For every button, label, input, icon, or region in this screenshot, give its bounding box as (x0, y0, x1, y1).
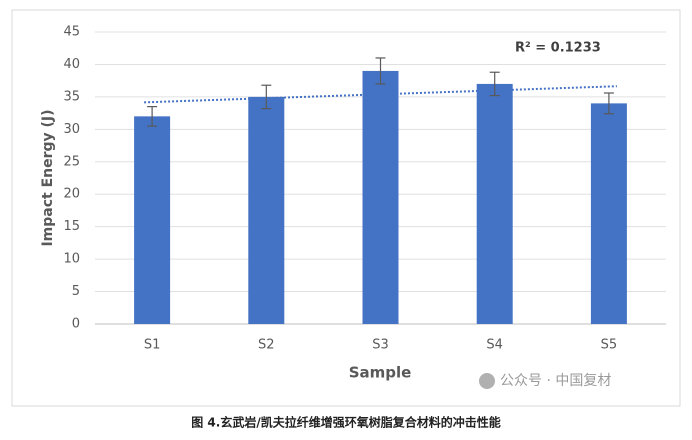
x-tick-label: S5 (601, 338, 618, 353)
y-tick-label: 10 (63, 252, 80, 267)
x-tick-label: S4 (486, 338, 503, 353)
x-tick-label: S2 (258, 338, 275, 353)
y-tick-label: 40 (63, 57, 80, 72)
y-tick-label: 35 (63, 89, 80, 104)
bar (362, 70, 399, 324)
watermark: 公众号 · 中国复材 (500, 372, 611, 389)
y-tick-label: 5 (72, 284, 80, 299)
x-tick-label: S1 (144, 338, 161, 353)
y-axis-title: Impact Energy (J) (40, 109, 56, 246)
trendline (144, 85, 617, 104)
error-bar (603, 92, 614, 115)
error-bar (261, 84, 272, 110)
y-tick-label: 45 (63, 25, 80, 40)
trendline-label: R² = 0.1233 (515, 41, 601, 56)
y-tick-label: 30 (63, 122, 80, 137)
y-tick-label: 20 (63, 187, 80, 202)
y-tick-label: 15 (63, 219, 80, 234)
error-bar (147, 106, 158, 127)
x-axis-title: Sample (349, 364, 412, 382)
bar (134, 116, 171, 324)
error-bar (489, 71, 500, 97)
y-tick-label: 0 (72, 317, 80, 332)
error-bar (375, 57, 386, 85)
bar (476, 83, 513, 325)
watermark-icon (479, 373, 495, 389)
bar (248, 96, 285, 324)
x-tick-label: S3 (372, 338, 389, 353)
y-tick-label: 25 (63, 154, 80, 169)
chart-frame (11, 9, 681, 407)
bar (590, 103, 627, 324)
caption: 图 4.玄武岩/凯夫拉纤维增强环氧树脂复合材料的冲击性能 (191, 415, 500, 430)
